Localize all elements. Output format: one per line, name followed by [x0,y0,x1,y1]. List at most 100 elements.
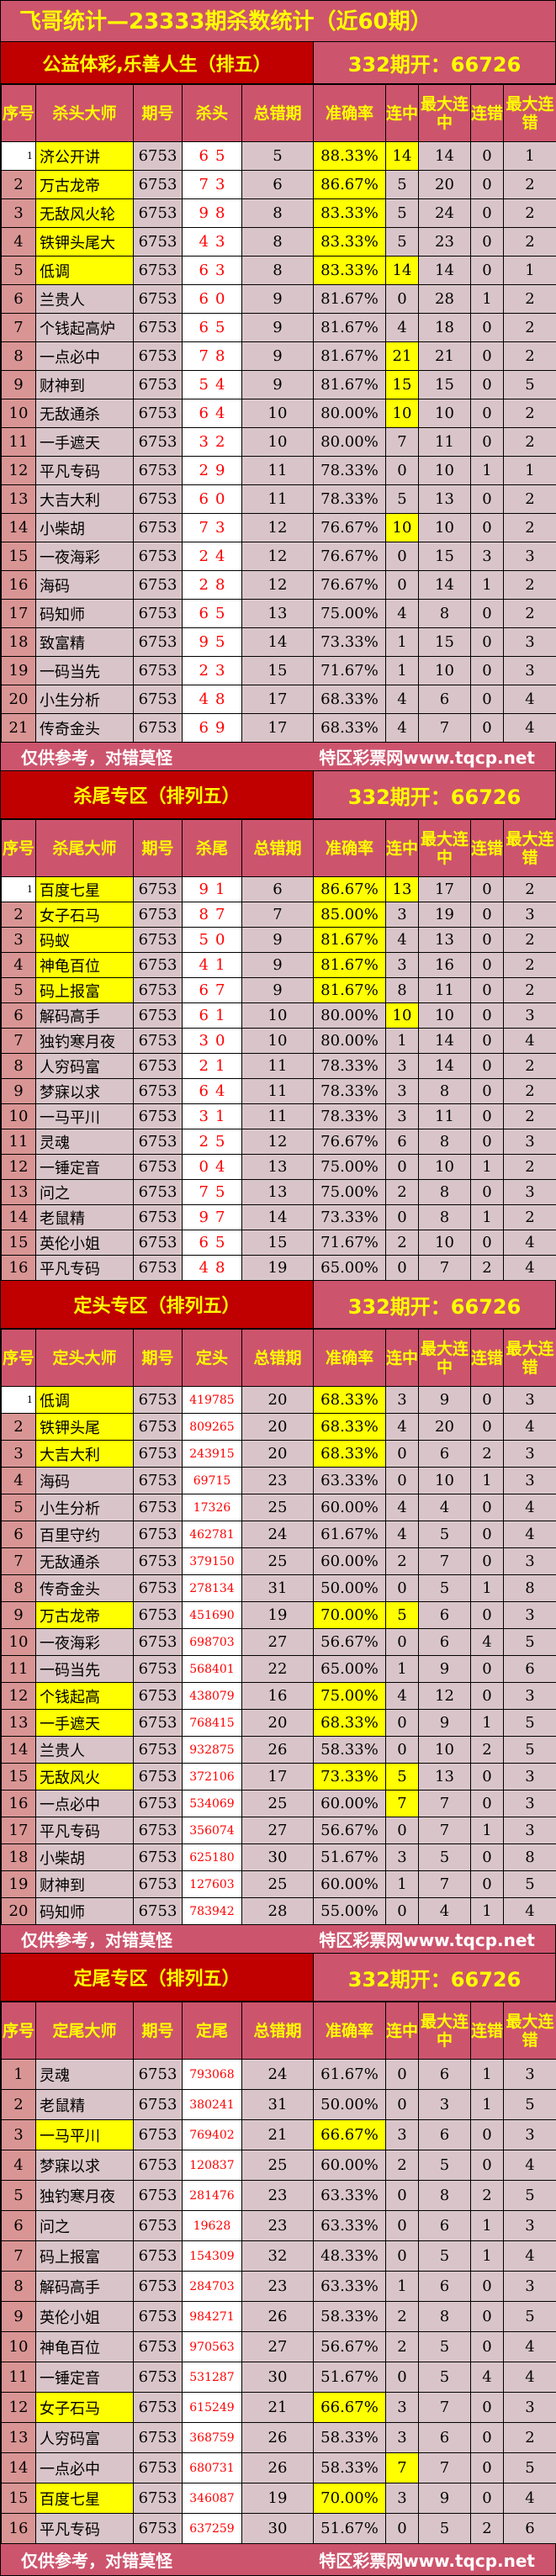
total-errors-cell: 22 [242,1656,314,1683]
seq-cell: 4 [2,1468,36,1494]
seq-cell: 13 [2,1180,36,1205]
current-streak-cell: 2 [386,2302,419,2332]
max-streak-cell: 5 [419,2150,471,2181]
master-name-cell: 问之 [36,2211,134,2241]
master-name-cell: 码知师 [36,1898,134,1925]
seq-cell: 17 [2,1817,36,1844]
total-errors-cell: 8 [242,228,314,257]
current-streak-cell: 3 [386,1844,419,1871]
master-name-cell: 个钱起高炉 [36,314,134,342]
seq-cell: 5 [2,257,36,285]
column-header-accuracy: 准确率 [314,85,386,142]
master-name-cell: 百度七星 [36,2483,134,2514]
header-row: 序号杀尾大师期号杀尾总错期准确率连中最大连中连错最大连错 [2,820,556,877]
accuracy-cell: 80.00% [314,1003,386,1029]
max-miss-cell: 4 [504,2483,556,2514]
pick-cell: 783942 [183,1898,242,1925]
pick-cell: 48 [183,685,242,714]
draw-result: 332期开：66726 [314,771,555,818]
pick-cell: 932875 [183,1737,242,1764]
pick-cell: 75 [183,1180,242,1205]
max-streak-cell: 14 [419,257,471,285]
column-header-pick: 杀头 [183,85,242,142]
max-miss-cell: 2 [504,428,556,457]
current-streak-cell: 2 [386,2332,419,2362]
disclaimer-text: 仅供参考，对错莫怪 [21,2547,172,2572]
section-title: 定头专区（排列五） [1,1281,314,1328]
max-streak-cell: 3 [419,2090,471,2120]
max-streak-cell: 10 [419,1737,471,1764]
period-cell: 6753 [134,428,183,457]
max-streak-cell: 16 [419,953,471,978]
current-streak-cell: 4 [386,600,419,628]
max-miss-cell: 2 [504,314,556,342]
accuracy-cell: 81.67% [314,978,386,1003]
current-miss-cell: 0 [471,657,504,685]
current-streak-cell: 0 [386,2211,419,2241]
pick-cell: 356074 [183,1817,242,1844]
current-streak-cell: 0 [386,1898,419,1925]
accuracy-cell: 50.00% [314,2090,386,2120]
max-streak-cell: 5 [419,2514,471,2544]
accuracy-cell: 65.00% [314,1256,386,1281]
max-streak-cell: 10 [419,1003,471,1029]
max-streak-cell: 15 [419,542,471,571]
accuracy-cell: 60.00% [314,1548,386,1575]
pick-cell: 48 [183,1256,242,1281]
pick-cell: 769402 [183,2120,242,2150]
pick-cell: 451690 [183,1602,242,1629]
max-miss-cell: 3 [504,542,556,571]
accuracy-cell: 60.00% [314,1791,386,1817]
total-errors-cell: 30 [242,1844,314,1871]
total-errors-cell: 19 [242,1602,314,1629]
max-streak-cell: 7 [419,714,471,743]
seq-cell: 8 [2,1054,36,1079]
seq-cell: 9 [2,371,36,399]
master-name-cell: 小生分析 [36,1494,134,1521]
column-header-total-errors: 总错期 [242,820,314,877]
period-cell: 6753 [134,628,183,657]
pick-cell: 419785 [183,1387,242,1414]
pick-cell: 768415 [183,1710,242,1737]
accuracy-cell: 83.33% [314,228,386,257]
current-miss-cell: 0 [471,1521,504,1548]
column-header-pick: 杀尾 [183,820,242,877]
period-cell: 6753 [134,199,183,228]
period-cell: 6753 [134,1764,183,1791]
pick-cell: 31 [183,1104,242,1129]
max-streak-cell: 17 [419,877,471,902]
max-miss-cell: 2 [504,285,556,314]
accuracy-cell: 51.67% [314,1844,386,1871]
current-miss-cell: 0 [471,953,504,978]
max-streak-cell: 8 [419,1205,471,1230]
pick-cell: 60 [183,285,242,314]
master-name-cell: 灵魂 [36,1129,134,1155]
max-streak-cell: 6 [419,2120,471,2150]
site-credit: 特区彩票网www.tqcp.net [319,744,535,769]
max-streak-cell: 20 [419,1414,471,1441]
master-name-cell: 梦寐以求 [36,2150,134,2181]
current-streak-cell: 10 [386,399,419,428]
total-errors-cell: 16 [242,1683,314,1710]
accuracy-cell: 68.33% [314,685,386,714]
max-miss-cell: 3 [504,2120,556,2150]
master-name-cell: 小生分析 [36,685,134,714]
max-miss-cell: 4 [504,1256,556,1281]
pick-cell: 243915 [183,1441,242,1468]
current-streak-cell: 7 [386,2453,419,2483]
current-miss-cell: 0 [471,2302,504,2332]
period-cell: 6753 [134,1468,183,1494]
max-miss-cell: 2 [504,953,556,978]
max-streak-cell: 5 [419,1575,471,1602]
seq-cell: 21 [2,714,36,743]
period-cell: 6753 [134,2241,183,2272]
